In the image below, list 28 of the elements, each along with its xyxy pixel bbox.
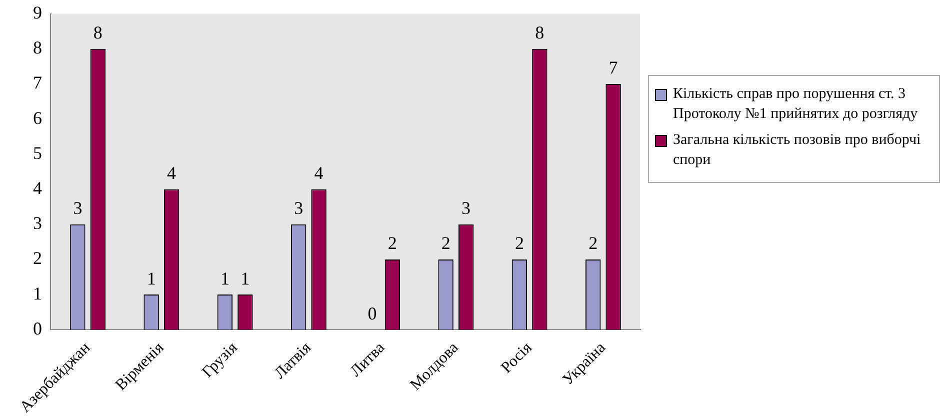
data-label: 1: [146, 268, 156, 288]
y-tick-label: 5: [33, 142, 42, 163]
data-label: 2: [514, 233, 524, 254]
y-tick-label: 7: [33, 72, 42, 93]
data-label: 2: [441, 233, 450, 254]
legend-label: Кількість справ про порушення ст. 3 Протоколу №1 прийнятих до розгляду: [673, 85, 919, 124]
data-label: 8: [535, 22, 544, 43]
data-label: 0: [368, 303, 377, 324]
y-tick-label: 4: [33, 178, 42, 198]
data-label: 1: [220, 268, 230, 288]
data-label: 4: [314, 162, 324, 183]
legend-label: Загальна кількість позовів про виборчі спори: [673, 131, 922, 170]
data-label: 2: [388, 233, 397, 254]
y-tick-label: 8: [33, 38, 42, 58]
data-label: 3: [73, 198, 82, 218]
y-tick-label: 3: [33, 213, 42, 234]
data-label: 3: [294, 198, 304, 218]
y-tick-label: 6: [33, 108, 42, 128]
y-tick-label: 2: [33, 248, 42, 268]
data-label: 8: [93, 22, 102, 43]
data-label: 1: [240, 268, 250, 288]
y-tick-label: 1: [33, 283, 42, 304]
data-label: 2: [588, 233, 598, 254]
y-tick-label: 0: [33, 318, 42, 338]
data-label: 3: [462, 198, 471, 218]
data-label: 4: [167, 162, 176, 183]
data-label: 7: [608, 58, 618, 78]
y-tick-label: 9: [33, 2, 42, 23]
